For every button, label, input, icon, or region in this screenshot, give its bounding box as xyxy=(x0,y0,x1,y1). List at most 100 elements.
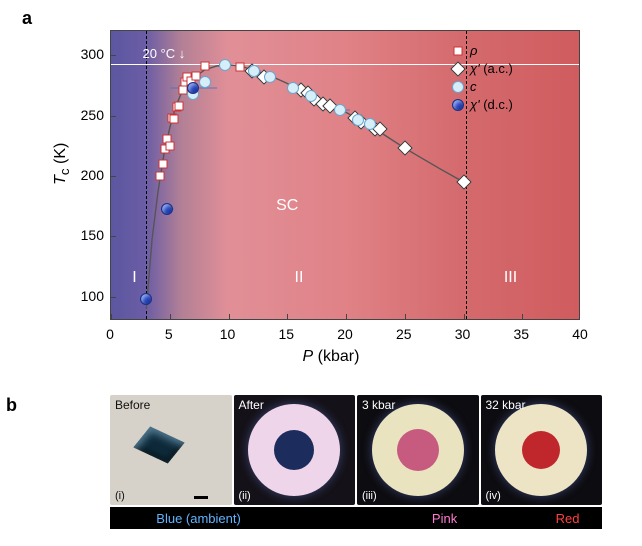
x-tick-mark xyxy=(170,314,171,319)
panel-b-label: b xyxy=(6,395,17,416)
x-tick-label: 25 xyxy=(396,326,412,342)
marker-c xyxy=(305,90,317,102)
marker-c xyxy=(264,71,276,83)
gasket-ring xyxy=(495,404,587,496)
x-tick-label: 5 xyxy=(165,326,173,342)
x-tick-mark xyxy=(229,314,230,319)
marker-rho xyxy=(178,86,187,95)
marker-c xyxy=(248,65,260,77)
panel-a-label: a xyxy=(22,8,32,29)
y-tick-mark xyxy=(111,116,116,117)
marker-chi-ac xyxy=(397,140,413,156)
marker-chi-dc xyxy=(140,293,152,305)
legend-label: ρ xyxy=(470,43,477,58)
phase-boundary-line xyxy=(146,31,147,319)
thumb-roman: (i) xyxy=(115,490,125,502)
x-tick-mark xyxy=(111,314,112,319)
gasket-ring xyxy=(248,404,340,496)
x-tick-mark xyxy=(346,314,347,319)
y-tick-label: 200 xyxy=(74,167,104,183)
legend-item: c xyxy=(452,79,567,94)
marker-c xyxy=(364,118,376,130)
tc-20c-annotation: 20 °C ↓ xyxy=(142,46,185,61)
scale-bar xyxy=(194,496,208,499)
y-tick-label: 150 xyxy=(74,227,104,243)
marker-c xyxy=(199,76,211,88)
legend-symbol xyxy=(452,99,464,111)
marker-rho xyxy=(158,159,167,168)
sample-thumb-i: Before (i) xyxy=(110,395,232,505)
thumb-roman: (ii) xyxy=(239,490,251,502)
y-tick-mark xyxy=(111,236,116,237)
y-tick-mark xyxy=(111,55,116,56)
sample-thumbnails: Before (i) After (ii) 3 kbar (iii) 32 kbar (iv) xyxy=(110,395,602,505)
legend-item: χ' (d.c.) xyxy=(452,97,567,112)
x-tick-mark xyxy=(464,314,465,319)
legend-symbol xyxy=(452,81,464,93)
x-tick-label: 10 xyxy=(220,326,236,342)
x-tick-label: 0 xyxy=(106,326,114,342)
legend-label: χ' (a.c.) xyxy=(470,61,513,76)
sample-thumb-iv: 32 kbar (iv) xyxy=(481,395,603,505)
marker-rho xyxy=(165,141,174,150)
y-tick-mark xyxy=(111,297,116,298)
x-tick-mark xyxy=(522,314,523,319)
sample-center xyxy=(522,431,560,469)
x-tick-label: 20 xyxy=(337,326,353,342)
legend-label: χ' (d.c.) xyxy=(470,97,513,112)
legend-symbol xyxy=(452,45,464,57)
marker-chi-dc xyxy=(161,203,173,215)
legend-label: c xyxy=(470,79,477,94)
marker-c xyxy=(219,59,231,71)
marker-c xyxy=(287,82,299,94)
y-axis-label: Tc (K) xyxy=(52,143,72,185)
thumb-label: After xyxy=(239,398,264,412)
sc-region-label: SC xyxy=(276,197,298,215)
panel-b: Before (i) After (ii) 3 kbar (iii) 32 kbar (iv)… xyxy=(40,395,622,540)
plot-area: 20 °C ↓IIIIIISCρχ' (a.c.)cχ' (d.c.) xyxy=(110,30,580,320)
legend-item: χ' (a.c.) xyxy=(452,61,567,76)
y-tick-label: 100 xyxy=(74,288,104,304)
region-label: I xyxy=(132,269,136,287)
x-tick-mark xyxy=(287,314,288,319)
marker-rho xyxy=(201,62,210,71)
thumb-label: 3 kbar xyxy=(362,398,395,412)
legend-item: ρ xyxy=(452,43,567,58)
phase-diagram-chart: 20 °C ↓IIIIIISCρχ' (a.c.)cχ' (d.c.) P (k… xyxy=(40,10,622,380)
colorbar-label: Red xyxy=(556,511,580,526)
legend: ρ χ' (a.c.) c χ' (d.c.) xyxy=(448,39,571,119)
thumb-label: Before xyxy=(115,398,150,412)
sample-center xyxy=(397,429,439,471)
y-tick-label: 250 xyxy=(74,107,104,123)
y-tick-label: 300 xyxy=(74,46,104,62)
marker-chi-ac xyxy=(456,174,472,190)
colorbar-label: Pink xyxy=(432,511,457,526)
marker-c xyxy=(352,114,364,126)
marker-rho xyxy=(156,172,165,181)
legend-symbol xyxy=(452,63,464,75)
colorbar-label: Blue (ambient) xyxy=(156,511,241,526)
color-transition-bar: Blue (ambient) Pink Red xyxy=(110,507,602,529)
marker-rho xyxy=(170,115,179,124)
x-tick-label: 35 xyxy=(513,326,529,342)
marker-chi-dc xyxy=(187,82,199,94)
x-axis-label: P (kbar) xyxy=(303,348,360,366)
region-label: III xyxy=(504,269,517,287)
thumb-label: 32 kbar xyxy=(486,398,526,412)
sample-center xyxy=(274,430,314,470)
sample-thumb-ii: After (ii) xyxy=(234,395,356,505)
fit-curve xyxy=(146,65,463,309)
marker-rho xyxy=(175,101,184,110)
x-tick-label: 15 xyxy=(278,326,294,342)
sample-thumb-iii: 3 kbar (iii) xyxy=(357,395,479,505)
x-tick-label: 30 xyxy=(455,326,471,342)
y-tick-mark xyxy=(111,176,116,177)
gasket-ring xyxy=(372,404,464,496)
thumb-roman: (iii) xyxy=(362,490,377,502)
thumb-roman: (iv) xyxy=(486,490,501,502)
x-tick-mark xyxy=(405,314,406,319)
crystal-shape xyxy=(133,426,184,463)
region-label: II xyxy=(295,269,304,287)
marker-c xyxy=(334,104,346,116)
x-tick-label: 40 xyxy=(572,326,588,342)
